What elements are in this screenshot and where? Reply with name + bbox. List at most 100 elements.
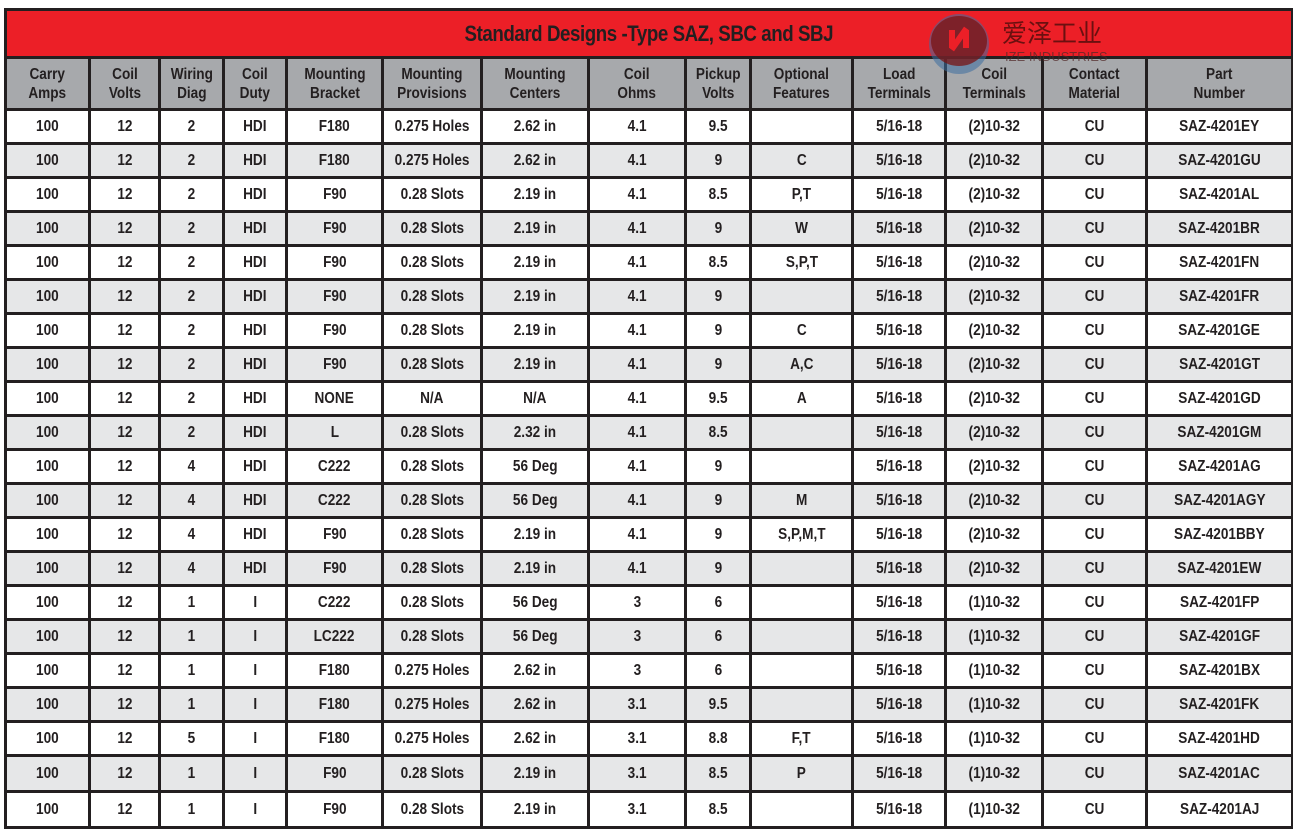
table-cell: (2)10-32 [944, 108, 1044, 145]
table-cell: F90 [285, 550, 384, 587]
cell-text: CU [1084, 695, 1105, 713]
cell-text: (2)10-32 [968, 559, 1020, 577]
table-cell: CU [1041, 210, 1148, 247]
column-header: Optional Features [749, 56, 854, 111]
table-cell: 12 [88, 720, 161, 757]
table-cell: 3 [587, 584, 687, 621]
cell-text: 0.28 Slots [400, 764, 464, 782]
cell-text: CU [1084, 661, 1105, 679]
table-cell: F90 [285, 754, 384, 793]
table-cell: (1)10-32 [944, 584, 1044, 621]
table-cell: C222 [285, 584, 384, 621]
cell-text: C [796, 321, 807, 339]
column-header: Part Number [1145, 56, 1293, 111]
cell-text: 2.62 in [513, 661, 557, 679]
cell-text: 8.8 [708, 729, 728, 747]
column-header: Coil Volts [88, 56, 161, 111]
table-cell: (2)10-32 [944, 176, 1044, 213]
table-cell [749, 790, 854, 829]
column-header: Mounting Provisions [381, 56, 483, 111]
column-header-text: Carry Amps [29, 65, 67, 103]
cell-text: M [795, 491, 808, 509]
cell-text: 0.275 Holes [394, 151, 470, 169]
cell-text: 2.62 in [513, 151, 557, 169]
table-row: 100 12 2 HDI F90 0.28 Slots 2.19 in 4.1 9 A,C 5/16… [4, 346, 1293, 383]
cell-text: 0.28 Slots [400, 457, 464, 475]
cell-text: 4.1 [627, 457, 647, 475]
table-cell: I [222, 686, 288, 723]
table-cell: F90 [285, 278, 384, 315]
table-cell: 5/16-18 [851, 108, 947, 145]
cell-text: (2)10-32 [968, 355, 1020, 373]
cell-text: 0.28 Slots [400, 287, 464, 305]
table-cell: SAZ-4201EW [1145, 550, 1293, 587]
table-cell: CU [1041, 142, 1148, 179]
cell-text: 0.28 Slots [400, 253, 464, 271]
column-header: Load Terminals [851, 56, 947, 111]
cell-text: SAZ-4201GF [1179, 627, 1260, 645]
header-line-1: Coil [111, 65, 138, 83]
cell-text: SAZ-4201AJ [1179, 800, 1260, 818]
cell-text: F90 [322, 559, 347, 577]
table-cell: A,C [749, 346, 854, 383]
table-row: 100 12 4 HDI C222 0.28 Slots 56 Deg 4.1 9 5/16-18… [4, 448, 1293, 485]
cell-text: F,T [792, 729, 811, 747]
cell-text: 3.1 [627, 800, 647, 818]
table-cell: 9 [684, 448, 752, 485]
table-cell: 5/16-18 [851, 720, 947, 757]
column-header-text: Load Terminals [867, 65, 930, 103]
cell-text: F90 [322, 355, 347, 373]
cell-text: 100 [36, 355, 59, 373]
table-cell: 12 [88, 550, 161, 587]
cell-text: HDI [243, 355, 267, 373]
cell-text: 0.275 Holes [394, 695, 470, 713]
table-cell: 5/16-18 [851, 790, 947, 829]
cell-text: 4.1 [627, 253, 647, 271]
table-cell: 3 [587, 652, 687, 689]
cell-text: 100 [36, 661, 59, 679]
cell-text: 8.5 [708, 800, 728, 818]
cell-text: 2.19 in [513, 287, 557, 305]
table-cell: I [222, 754, 288, 793]
cell-text: 4.1 [627, 117, 647, 135]
cell-text: HDI [243, 321, 267, 339]
cell-text: (2)10-32 [968, 491, 1020, 509]
table-cell: 12 [88, 380, 161, 417]
table-cell: 2.62 in [480, 686, 590, 723]
column-header-text: Mounting Bracket [304, 65, 365, 103]
table-cell: CU [1041, 380, 1148, 417]
table-cell: HDI [222, 142, 288, 179]
table-cell: 0.28 Slots [381, 618, 483, 655]
cell-text: CU [1084, 559, 1105, 577]
table-cell: 5/16-18 [851, 482, 947, 519]
cell-text: W [795, 219, 808, 237]
cell-text: 4 [187, 525, 196, 543]
table-cell: 56 Deg [480, 618, 590, 655]
table-cell: 100 [4, 482, 91, 519]
table-cell: 8.5 [684, 244, 752, 281]
table-row: 100 12 1 I F90 0.28 Slots 2.19 in 3.1 8.5 P 5/16-1… [4, 754, 1293, 793]
cell-text: 9 [714, 321, 722, 339]
cell-text: 0.28 Slots [400, 185, 464, 203]
table-cell: 1 [158, 754, 225, 793]
cell-text: 100 [36, 219, 59, 237]
cell-text: 5/16-18 [875, 219, 923, 237]
table-row: 100 12 1 I F90 0.28 Slots 2.19 in 3.1 8.5 5/16-18… [4, 790, 1293, 829]
table-cell: F90 [285, 790, 384, 829]
cell-text: (2)10-32 [968, 321, 1020, 339]
table-cell: 100 [4, 278, 91, 315]
table-cell: 5/16-18 [851, 346, 947, 383]
table-cell: 9 [684, 482, 752, 519]
cell-text: N/A [523, 389, 547, 407]
cell-text: 12 [116, 151, 133, 169]
table-cell: 100 [4, 108, 91, 145]
cell-text: 8.5 [708, 764, 728, 782]
cell-text: C [796, 151, 807, 169]
table-cell: 56 Deg [480, 584, 590, 621]
cell-text: 9 [714, 457, 722, 475]
cell-text: 2 [187, 117, 196, 135]
cell-text: 1 [187, 695, 196, 713]
cell-text: 12 [116, 729, 133, 747]
table-cell: 4 [158, 550, 225, 587]
column-header: Mounting Centers [480, 56, 590, 111]
